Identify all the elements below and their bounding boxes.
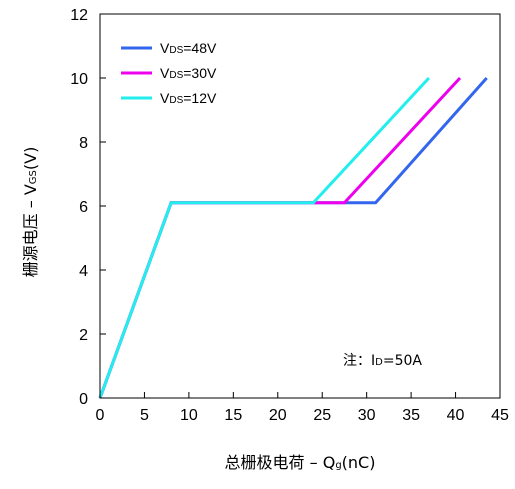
series-lines [98,76,488,399]
x-ticks: 0 5 10 15 20 25 30 35 40 45 [96,392,509,424]
x-tick-label: 45 [491,407,509,424]
y-ticks: 0 2 4 6 8 10 12 [70,7,106,408]
legend-label: VDS=48V [160,40,217,56]
series-line-VDS=30V [98,76,462,399]
text-part: =48V [183,40,217,56]
y-tick-label: 10 [70,71,88,88]
x-tick-label: 20 [269,407,287,424]
text-part: 总栅极电荷 – Q [225,453,336,472]
subscript: DS [169,70,183,81]
x-tick-label: 5 [140,407,149,424]
annotation: 注：ID=50A [343,353,422,369]
x-tick-label: 30 [358,407,376,424]
text-part: 栅源电压 – V [21,184,40,277]
y-tick-label: 4 [79,263,88,280]
y-tick-label: 8 [79,135,88,152]
legend-label: VDS=30V [160,65,217,81]
x-tick-label: 0 [96,407,105,424]
series-line-VDS=12V [98,76,431,399]
text-part: 注：I [343,353,375,369]
text-part: =50A [383,353,423,369]
text-part: V [160,65,170,81]
subscript: DS [169,95,183,106]
y-tick-label: 6 [79,199,88,216]
y-tick-label: 12 [70,7,88,24]
y-axis-title: 栅源电压 – VGS(V) [21,147,40,278]
text-part: =12V [183,90,217,106]
text-part: V [160,90,170,106]
x-tick-label: 40 [447,407,465,424]
x-tick-label: 10 [180,407,198,424]
subscript: GS [28,170,39,184]
x-axis-title: 总栅极电荷 – Qg(nC) [225,453,376,472]
x-tick-label: 25 [313,407,331,424]
text-part: (V) [21,147,40,170]
y-tick-label: 0 [79,391,88,408]
x-tick-label: 15 [224,407,242,424]
text-part: V [160,40,170,56]
subscript: DS [169,45,183,56]
legend-label: VDS=12V [160,90,217,106]
subscript: g [335,460,341,471]
text-part: (nC) [342,453,376,472]
subscript: D [375,357,383,368]
text-part: =30V [183,65,217,81]
x-tick-label: 35 [402,407,420,424]
y-tick-label: 2 [79,327,88,344]
